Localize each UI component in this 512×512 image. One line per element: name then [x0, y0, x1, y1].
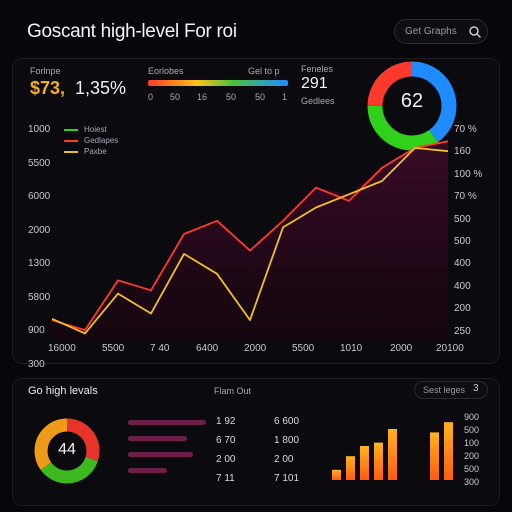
search-icon — [469, 26, 482, 39]
donut-chart — [367, 61, 457, 151]
horizontal-bar — [128, 452, 193, 457]
bar-axis-tick: 500 — [464, 464, 480, 474]
legend-label: Paxbe — [84, 147, 107, 156]
y-tick-left: 1300 — [28, 258, 51, 269]
y-tick-right: 70 % — [454, 191, 477, 203]
x-tick: 16000 — [48, 343, 76, 354]
gradient-tick-1: 50 — [170, 92, 181, 102]
bar-axis-tick: 200 — [464, 451, 480, 461]
x-tick: 2000 — [244, 343, 267, 354]
bottom-center-label: Flam Out — [214, 386, 252, 396]
legend-item: Gedlapes — [64, 135, 118, 146]
x-tick: 2000 — [390, 343, 413, 354]
value-cell: 1 800 — [274, 435, 300, 446]
y-tick-right: 500 — [454, 236, 471, 247]
bar-axis-tick: 500 — [464, 425, 480, 435]
legend-label: Gedlapes — [84, 136, 119, 145]
gradient-tick-4: 50 — [255, 92, 266, 102]
x-tick: 1010 — [340, 343, 363, 354]
legend-item: Paxbe — [64, 146, 118, 157]
bottom-filter-pill[interactable]: Sest leges 3 — [414, 381, 488, 399]
donut-segment-orange — [34, 418, 100, 484]
legend-swatch — [64, 128, 78, 131]
horizontal-bar — [128, 436, 187, 441]
line-chart — [52, 140, 448, 340]
y-tick-right: 500 — [454, 213, 471, 225]
bar-axis-tick: 100 — [464, 438, 480, 448]
bottom-panel-title: Go high levals — [28, 385, 98, 397]
bar — [332, 469, 341, 480]
chart-legend: Hoiest Gedlapes Paxbe — [64, 124, 118, 157]
right-kpi-sub: Gedlees — [301, 96, 335, 106]
bar-chart — [332, 422, 453, 480]
bar-axis-tick: 300 — [464, 477, 480, 487]
legend-swatch — [64, 139, 78, 142]
gradient-tick-2: 16 — [197, 92, 208, 102]
x-tick: 5500 — [102, 343, 125, 354]
gradient-scale-bar — [148, 80, 288, 86]
page-title: Goscant high-level For roi — [27, 21, 237, 42]
legend-item: Hoiest — [64, 124, 118, 135]
bar-axis-tick: 900 — [464, 412, 480, 422]
get-graphs-label: Get Graphs — [405, 26, 457, 37]
chart-area-fill — [52, 141, 448, 340]
y-tick-right: 400 — [454, 258, 471, 270]
legend-label: Hoiest — [84, 125, 107, 134]
value-cell: 6 600 — [274, 416, 300, 427]
bar — [430, 432, 439, 480]
value-cell: 2 00 — [274, 454, 294, 465]
y-tick-left: 2000 — [28, 224, 51, 236]
bar — [346, 456, 355, 480]
filter-pill-icon: 3 — [473, 383, 479, 394]
gradient-bar-label-right: Gel to p — [248, 66, 280, 76]
x-tick: 5500 — [292, 343, 315, 354]
horizontal-bar — [128, 468, 167, 473]
donut-segment-green — [367, 61, 457, 151]
x-tick: 7 40 — [150, 343, 170, 354]
y-tick-right: 200 — [454, 303, 471, 315]
y-tick-right: 70 % — [454, 124, 477, 135]
value-cell: 1 92 — [216, 416, 236, 427]
y-tick-left: 1000 — [28, 124, 51, 135]
y-tick-right: 160 — [454, 146, 471, 158]
bar — [374, 442, 383, 480]
donut-segment-red — [367, 61, 457, 151]
y-tick-left: 5500 — [28, 157, 51, 169]
series-line-gedlapes — [52, 140, 448, 332]
x-tick: 6400 — [196, 343, 219, 354]
y-tick-right: 400 — [454, 280, 471, 292]
series-line-paxbe — [52, 146, 448, 335]
y-tick-left: 900 — [28, 325, 45, 336]
y-tick-left: 5800 — [28, 291, 51, 303]
kpi-left-label: Forlnpe — [30, 66, 61, 76]
bar — [360, 446, 369, 480]
legend-swatch — [64, 150, 78, 153]
gradient-bar-label: Eorlobes — [148, 66, 184, 76]
gradient-tick-3: 50 — [226, 92, 237, 102]
right-kpi-value: 291 — [301, 75, 328, 92]
x-tick: 20100 — [436, 343, 464, 354]
filter-pill-label: Sest leges — [423, 385, 466, 395]
small-donut-chart — [34, 418, 100, 484]
right-kpi-label: Feneles — [301, 64, 334, 74]
donut-center-value: 62 — [400, 90, 424, 112]
value-cell: 7 11 — [216, 473, 235, 484]
get-graphs-button[interactable]: Get Graphs — [394, 19, 488, 44]
y-tick-right: 100 % — [454, 168, 483, 180]
value-cell: 7 101 — [274, 473, 300, 484]
y-tick-left: 6000 — [28, 191, 51, 202]
gradient-tick-0: 0 — [148, 92, 154, 102]
value-cell: 6 70 — [216, 435, 236, 446]
bar — [444, 422, 453, 480]
value-cell: 2 00 — [216, 454, 236, 465]
y-tick-right: 250 — [454, 325, 471, 337]
kpi-percent: 1,35% — [75, 78, 127, 98]
horizontal-bar — [128, 420, 206, 425]
kpi-amount: $73, — [30, 78, 66, 98]
y-tick-left: 300 — [28, 358, 45, 370]
gradient-tick-5: 1 — [282, 92, 288, 102]
small-donut-value: 44 — [58, 441, 76, 458]
bar — [388, 429, 397, 480]
donut-segment-green — [34, 418, 100, 484]
